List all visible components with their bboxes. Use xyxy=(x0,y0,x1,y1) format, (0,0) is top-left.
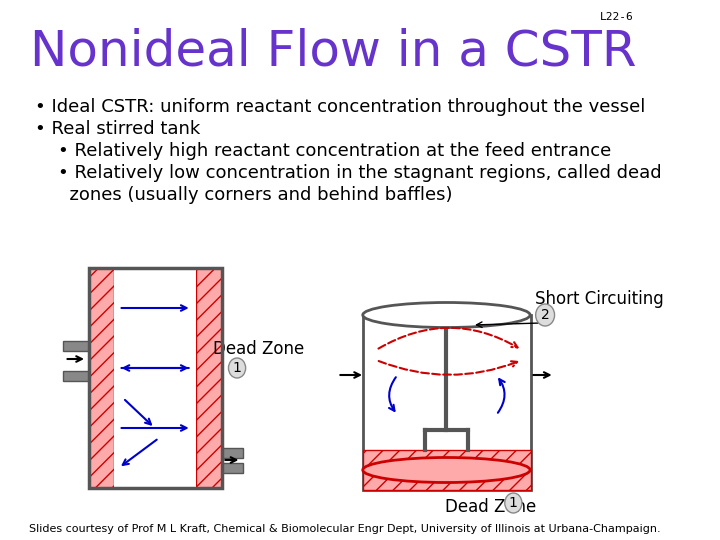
Bar xyxy=(63,341,89,351)
Text: • Real stirred tank: • Real stirred tank xyxy=(35,120,199,138)
Text: Slides courtesy of Prof M L Kraft, Chemical & Biomolecular Engr Dept, University: Slides courtesy of Prof M L Kraft, Chemi… xyxy=(29,524,660,534)
Text: 1: 1 xyxy=(509,496,518,510)
Text: Nonideal Flow in a CSTR: Nonideal Flow in a CSTR xyxy=(30,28,636,76)
Bar xyxy=(222,463,243,473)
Bar xyxy=(363,450,531,490)
Bar xyxy=(63,371,89,381)
Text: L22-6: L22-6 xyxy=(600,12,634,22)
Text: 2: 2 xyxy=(541,308,549,322)
Text: Dead Zone: Dead Zone xyxy=(213,340,305,358)
Bar xyxy=(363,315,531,490)
Text: Short Circuiting: Short Circuiting xyxy=(535,290,664,308)
Text: • Relatively high reactant concentration at the feed entrance: • Relatively high reactant concentration… xyxy=(35,142,611,160)
Bar xyxy=(222,448,243,458)
Bar xyxy=(89,268,222,488)
Circle shape xyxy=(505,493,522,513)
Circle shape xyxy=(228,358,246,378)
Text: • Ideal CSTR: uniform reactant concentration throughout the vessel: • Ideal CSTR: uniform reactant concentra… xyxy=(35,98,645,116)
Text: Dead Zone: Dead Zone xyxy=(445,498,536,516)
Text: zones (usually corners and behind baffles): zones (usually corners and behind baffle… xyxy=(35,186,452,204)
Bar xyxy=(196,268,222,488)
Ellipse shape xyxy=(363,457,530,483)
Text: • Relatively low concentration in the stagnant regions, called dead: • Relatively low concentration in the st… xyxy=(35,164,661,182)
Ellipse shape xyxy=(363,302,530,327)
Bar xyxy=(114,268,196,488)
Text: 1: 1 xyxy=(233,361,241,375)
Bar xyxy=(89,268,114,488)
Circle shape xyxy=(536,304,554,326)
